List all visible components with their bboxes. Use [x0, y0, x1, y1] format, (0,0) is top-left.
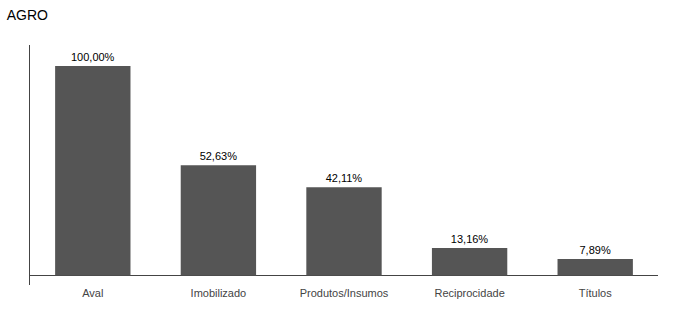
svg-text:7,89%: 7,89%	[579, 244, 610, 256]
svg-text:Produtos/Insumos: Produtos/Insumos	[300, 287, 389, 299]
svg-text:Títulos: Títulos	[579, 287, 613, 299]
svg-text:Reciprocidade: Reciprocidade	[434, 287, 504, 299]
svg-text:AGRO: AGRO	[7, 7, 48, 23]
svg-text:13,16%: 13,16%	[451, 233, 489, 245]
svg-text:42,11%: 42,11%	[326, 172, 363, 184]
svg-text:100,00%: 100,00%	[71, 51, 115, 63]
svg-text:52,63%: 52,63%	[200, 150, 238, 162]
svg-text:Aval: Aval	[82, 287, 103, 299]
svg-text:Imobilizado: Imobilizado	[191, 287, 247, 299]
